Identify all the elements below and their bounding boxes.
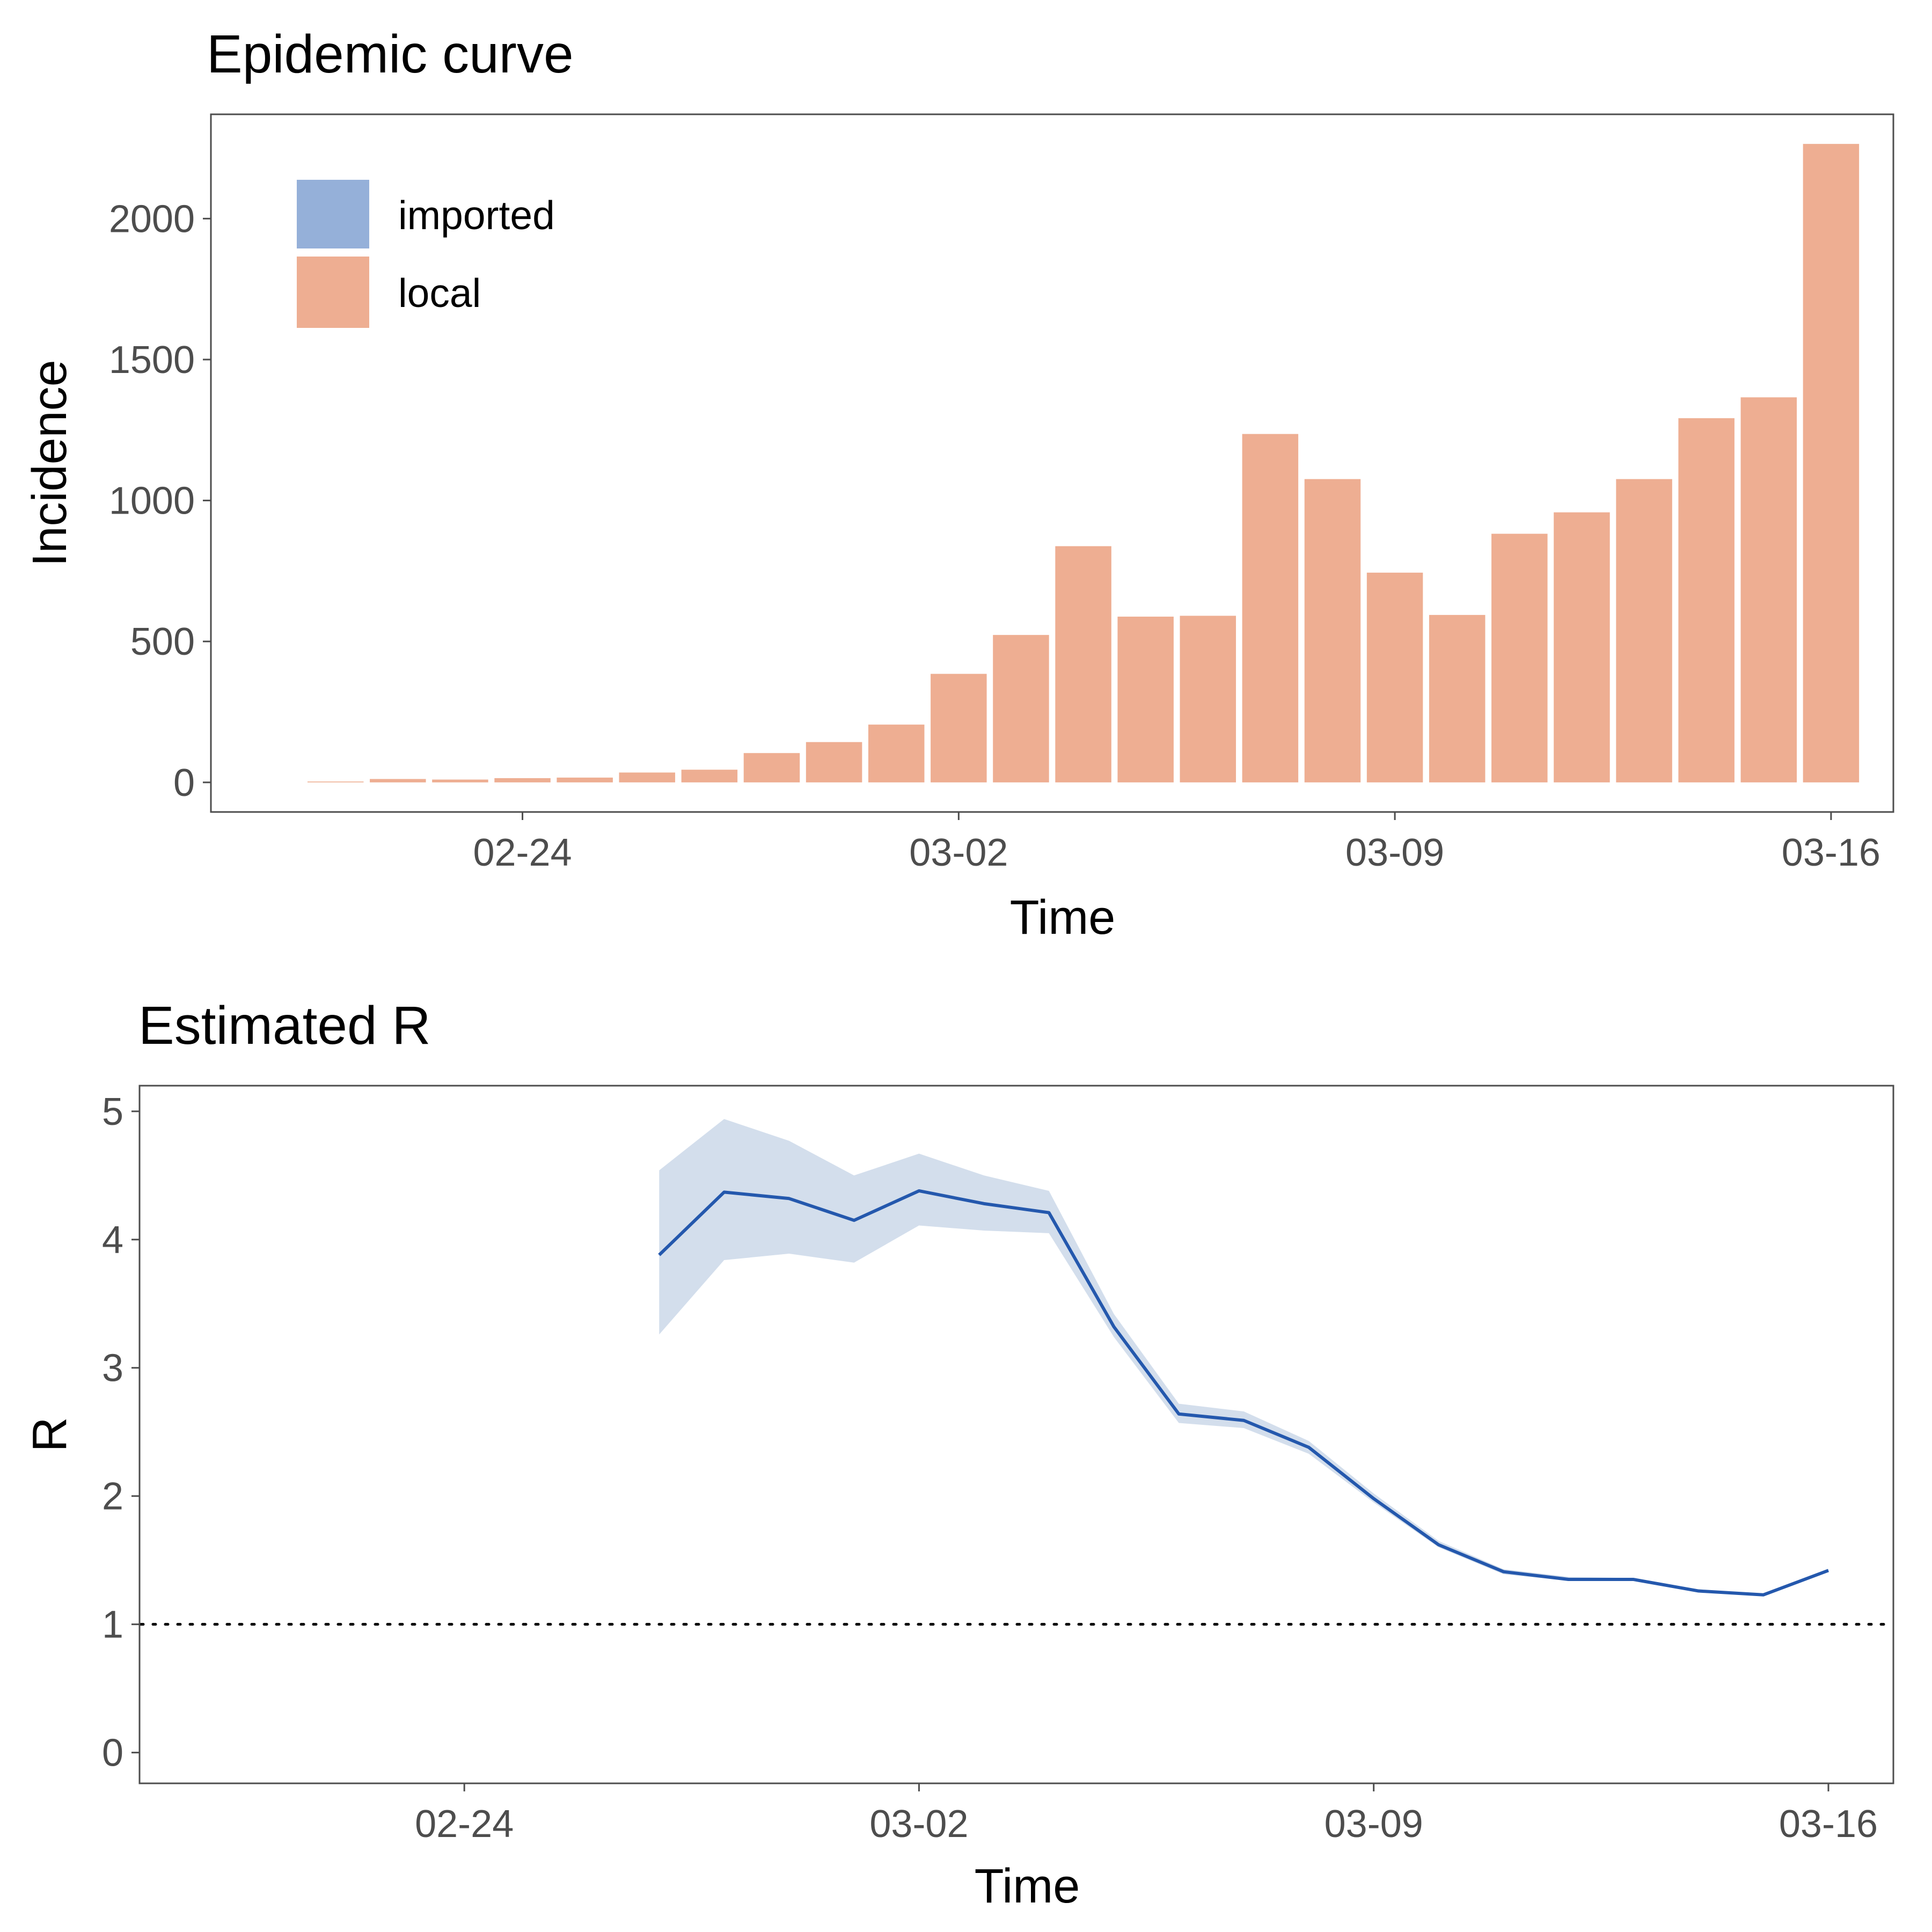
legend-label-imported: imported bbox=[398, 193, 555, 238]
bar-local-2020-03-15 bbox=[1740, 397, 1797, 782]
bar-local-2020-03-14 bbox=[1678, 418, 1735, 782]
bar-local-2020-03-12 bbox=[1554, 512, 1610, 782]
x-tick-label: 02-24 bbox=[473, 831, 572, 874]
r-plot-frame bbox=[138, 1085, 1894, 1784]
y-tick-label: 3 bbox=[102, 1347, 123, 1390]
bar-local-2020-03-04 bbox=[1055, 546, 1111, 782]
x-tick-label: 03-09 bbox=[1345, 831, 1444, 874]
bar-local-2020-03-03 bbox=[993, 635, 1049, 782]
x-tick-label: 03-16 bbox=[1779, 1803, 1878, 1846]
bar-local-2020-02-24 bbox=[494, 778, 551, 782]
bar-local-2020-02-29 bbox=[806, 742, 862, 782]
bar-local-2020-03-11 bbox=[1491, 533, 1548, 782]
bar-local-2020-02-23 bbox=[432, 779, 488, 782]
epicurve-x-axis: 02-24 03-02 03-09 03-16 bbox=[473, 812, 1880, 874]
y-tick-label: 2 bbox=[102, 1475, 123, 1518]
y-tick-label: 4 bbox=[102, 1219, 123, 1262]
y-tick-label: 5 bbox=[102, 1091, 123, 1133]
bar-local-2020-02-21 bbox=[307, 781, 364, 782]
y-tick-label: 1 bbox=[102, 1604, 123, 1646]
y-tick-label: 500 bbox=[130, 620, 195, 663]
bar-local-2020-02-27 bbox=[681, 770, 738, 782]
y-tick-label: 1000 bbox=[109, 480, 195, 523]
bar-local-2020-03-06 bbox=[1180, 616, 1236, 782]
epicurve-x-axis-title: Time bbox=[1010, 891, 1116, 945]
r-title: Estimated R bbox=[138, 996, 431, 1056]
r-y-axis-title: R bbox=[23, 1417, 77, 1452]
epicurve-title: Epidemic curve bbox=[207, 24, 574, 84]
y-tick-label: 0 bbox=[102, 1732, 123, 1775]
y-tick-label: 0 bbox=[173, 762, 195, 804]
epicurve-panel: Epidemic curve 0 500 1000 1500 2000 02-24 03-… bbox=[23, 24, 1894, 945]
bar-local-2020-03-13 bbox=[1616, 479, 1672, 782]
x-tick-label: 03-02 bbox=[909, 831, 1008, 874]
r-x-axis-title: Time bbox=[975, 1860, 1080, 1913]
y-tick-label: 2000 bbox=[109, 197, 195, 240]
bar-local-2020-03-16 bbox=[1803, 144, 1860, 782]
r-x-axis: 02-24 03-02 03-09 03-16 bbox=[415, 1783, 1878, 1846]
bar-local-2020-02-28 bbox=[743, 753, 800, 782]
bar-local-2020-02-22 bbox=[370, 779, 426, 782]
bar-local-2020-03-05 bbox=[1117, 617, 1174, 782]
bar-local-2020-03-10 bbox=[1429, 614, 1485, 782]
r-mean-line bbox=[658, 1189, 1829, 1597]
bar-local-2020-02-25 bbox=[557, 777, 613, 782]
legend-label-local: local bbox=[398, 270, 481, 316]
x-tick-label: 03-02 bbox=[869, 1803, 968, 1846]
bar-local-2020-02-26 bbox=[619, 772, 676, 782]
bar-local-2020-03-01 bbox=[868, 724, 925, 782]
legend-key-imported bbox=[297, 180, 369, 248]
legend-key-local bbox=[297, 257, 369, 328]
r-confidence-band bbox=[659, 1119, 1828, 1597]
epicurve-plot-frame bbox=[210, 113, 1894, 813]
epicurve-y-axis-title: Incidence bbox=[23, 360, 77, 566]
r-y-axis: 0 1 2 3 4 5 bbox=[102, 1091, 140, 1775]
x-tick-label: 03-09 bbox=[1324, 1803, 1423, 1846]
bar-local-2020-03-09 bbox=[1366, 573, 1423, 782]
x-tick-label: 03-16 bbox=[1782, 831, 1880, 874]
x-tick-label: 02-24 bbox=[415, 1803, 514, 1846]
y-tick-label: 1500 bbox=[109, 339, 195, 382]
bar-local-2020-03-07 bbox=[1242, 434, 1299, 782]
epicurve-y-axis: 0 500 1000 1500 2000 bbox=[109, 197, 211, 804]
bar-local-2020-03-08 bbox=[1304, 479, 1361, 782]
epicurve-bars bbox=[307, 144, 1860, 782]
bar-local-2020-03-02 bbox=[931, 674, 987, 782]
epicurve-legend: imported local bbox=[297, 180, 555, 328]
